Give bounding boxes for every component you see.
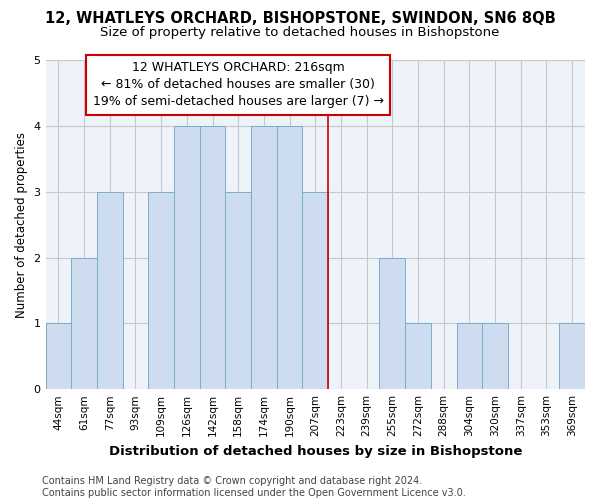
Bar	[277, 126, 302, 389]
X-axis label: Distribution of detached houses by size in Bishopstone: Distribution of detached houses by size …	[109, 444, 522, 458]
Bar	[97, 192, 122, 389]
Bar	[457, 324, 482, 389]
Bar	[226, 192, 251, 389]
Bar	[148, 192, 174, 389]
Bar	[174, 126, 200, 389]
Bar	[200, 126, 226, 389]
Bar	[302, 192, 328, 389]
Y-axis label: Number of detached properties: Number of detached properties	[15, 132, 28, 318]
Text: 12, WHATLEYS ORCHARD, BISHOPSTONE, SWINDON, SN6 8QB: 12, WHATLEYS ORCHARD, BISHOPSTONE, SWIND…	[44, 11, 556, 26]
Bar	[46, 324, 71, 389]
Bar	[482, 324, 508, 389]
Bar	[251, 126, 277, 389]
Bar	[559, 324, 585, 389]
Text: Contains HM Land Registry data © Crown copyright and database right 2024.
Contai: Contains HM Land Registry data © Crown c…	[42, 476, 466, 498]
Text: Size of property relative to detached houses in Bishopstone: Size of property relative to detached ho…	[100, 26, 500, 39]
Bar	[379, 258, 405, 389]
Text: 12 WHATLEYS ORCHARD: 216sqm
← 81% of detached houses are smaller (30)
19% of sem: 12 WHATLEYS ORCHARD: 216sqm ← 81% of det…	[93, 62, 384, 108]
Bar	[405, 324, 431, 389]
Bar	[71, 258, 97, 389]
